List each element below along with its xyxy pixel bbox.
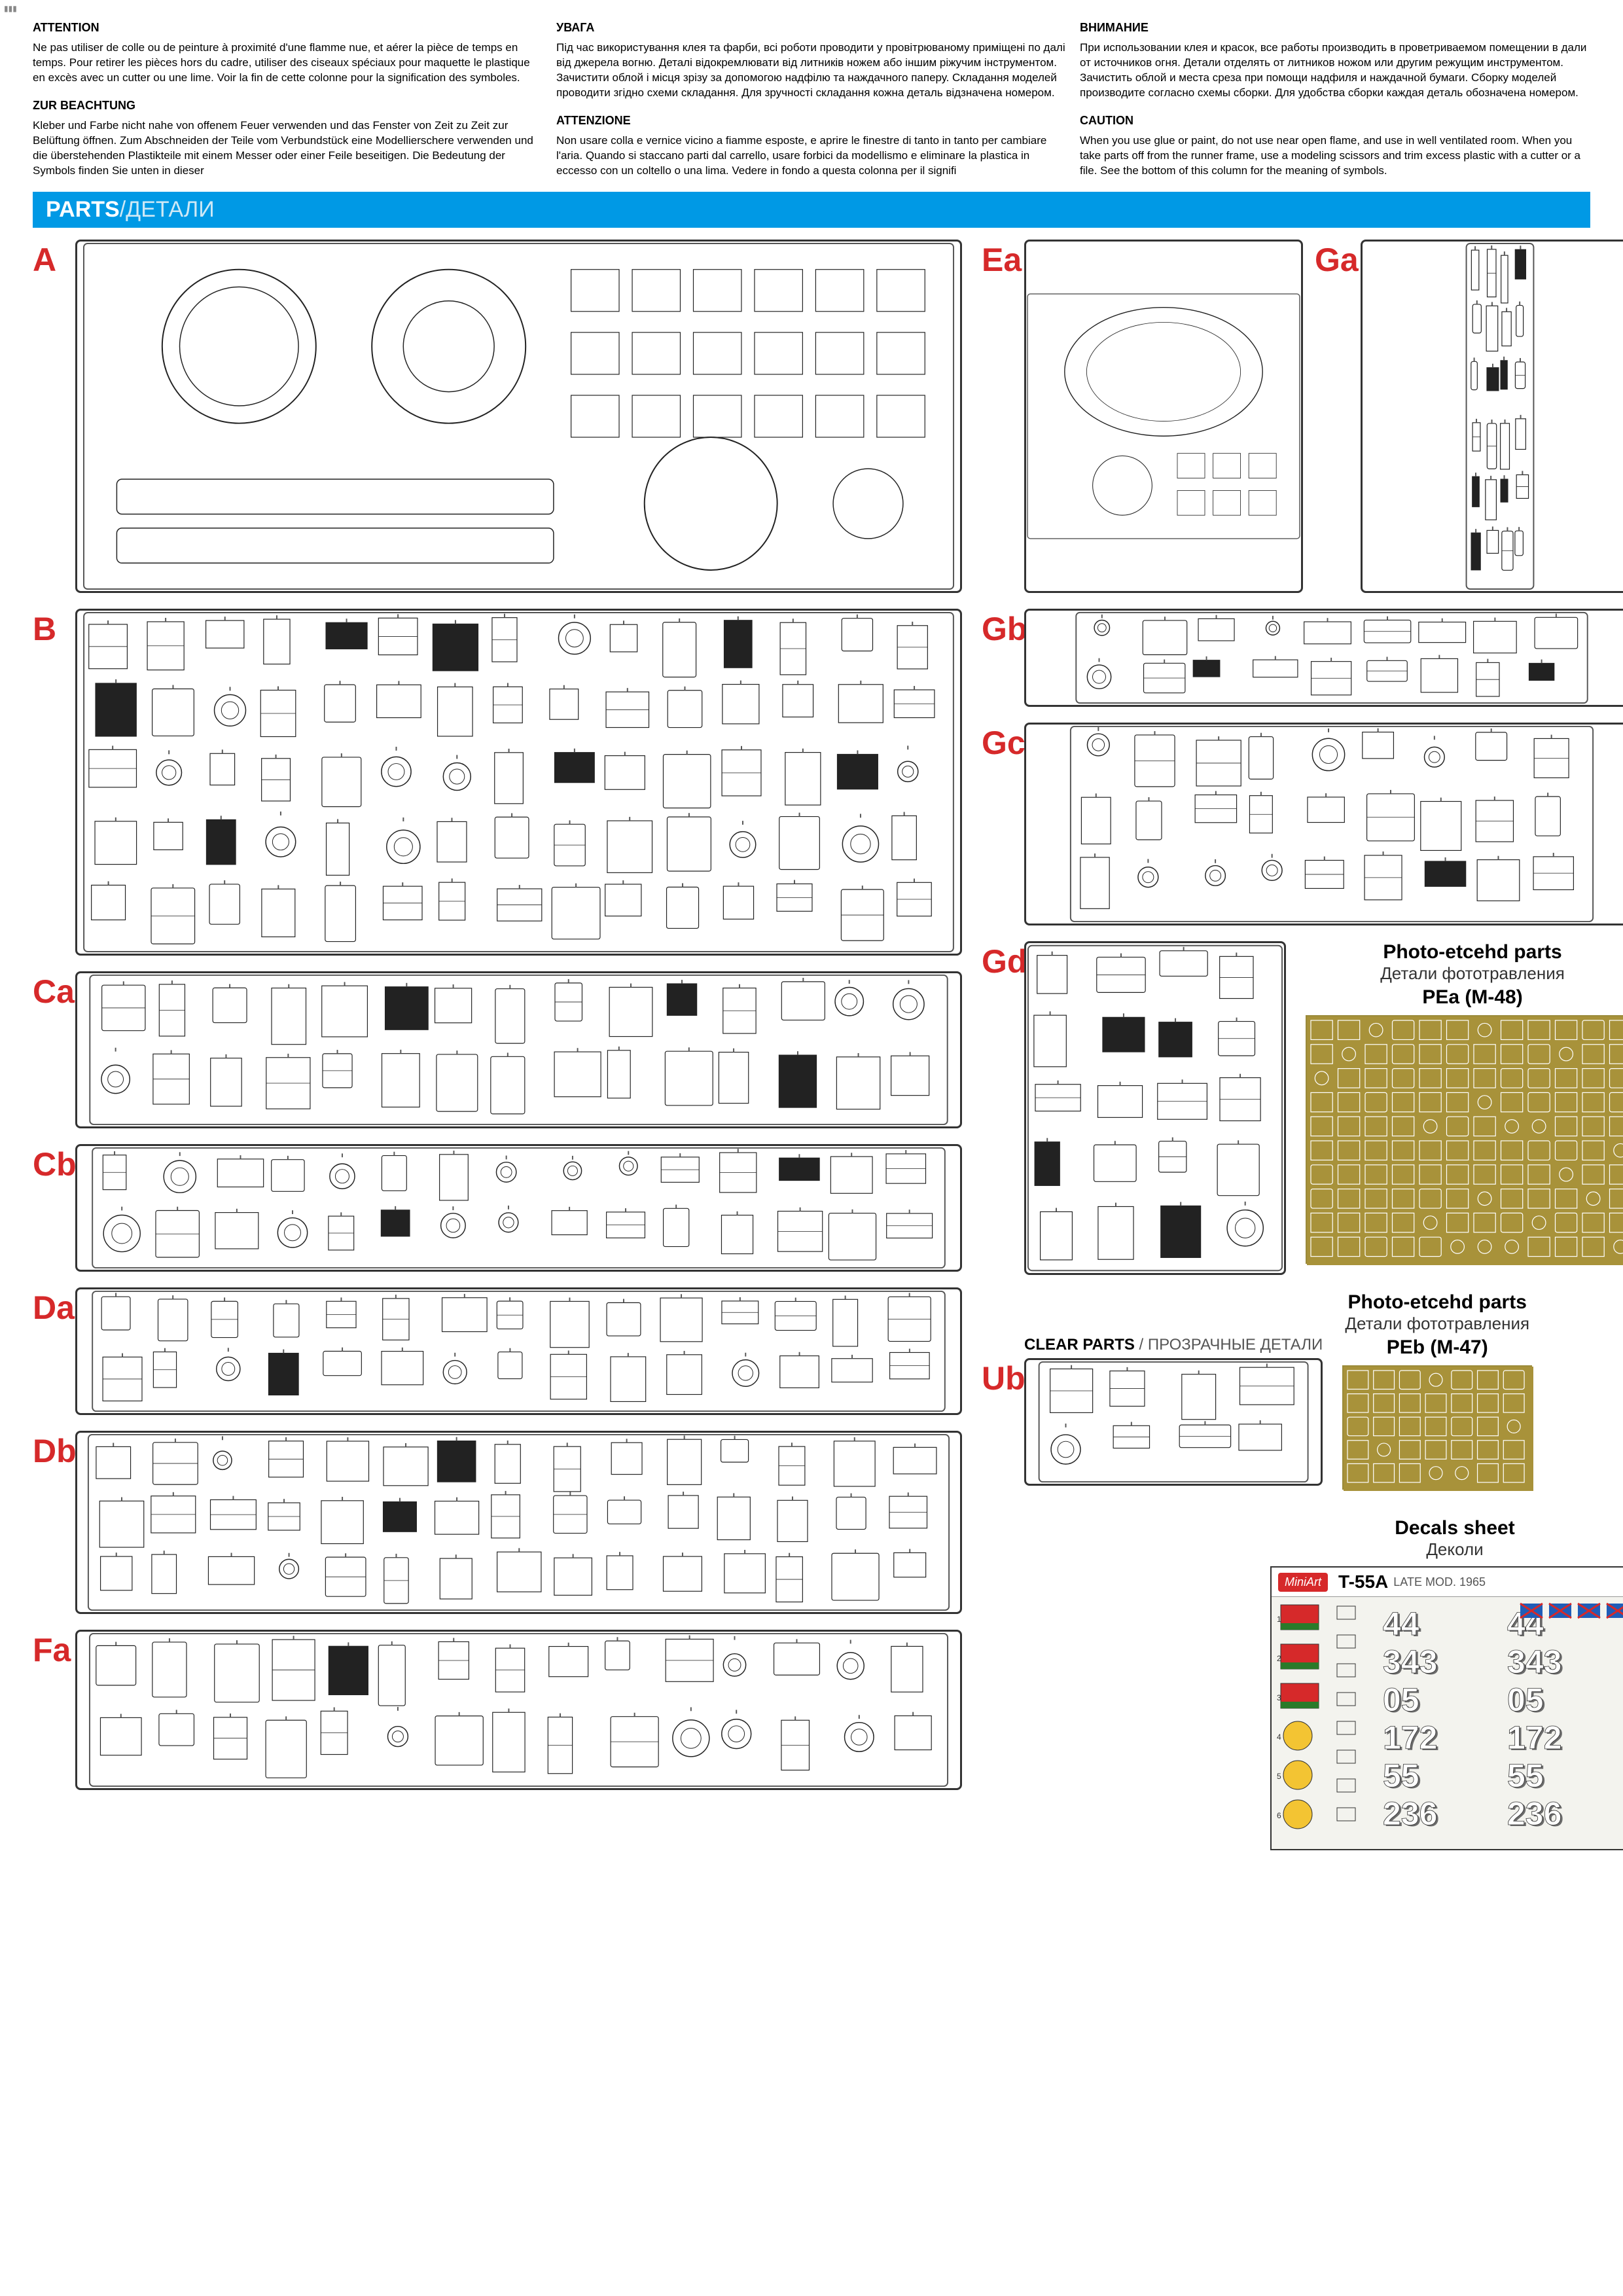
clear-peb-row: CLEAR PARTS / ПРОЗРАЧНЫЕ ДЕТАЛИUb Photo-e… — [982, 1291, 1623, 1501]
sprue-label: Ca — [33, 971, 75, 1008]
sprue-row-Gc: Gc — [982, 723, 1623, 925]
warn-p2: Non usare colla e vernice vicino a fiamm… — [556, 134, 1067, 179]
sprue-row-B: B — [33, 609, 962, 956]
sprue-row-Db: Db — [33, 1431, 962, 1614]
sprue-label: Ga — [1315, 240, 1361, 276]
clear-parts-label: CLEAR PARTS / ПРОЗРАЧНЫЕ ДЕТАЛИ — [1024, 1336, 1323, 1354]
pe-sub: Детали фототравления — [1342, 1314, 1532, 1334]
sprue-label: Gb — [982, 609, 1024, 645]
warn-p1: При использовании клея и красок, все раб… — [1080, 41, 1590, 101]
svg-text:236: 236 — [1383, 1795, 1437, 1832]
sprue-label: Db — [33, 1431, 75, 1467]
warn-h2: ZUR BEACHTUNG — [33, 98, 543, 113]
svg-text:6: 6 — [1277, 1811, 1281, 1820]
sprue-row-Gb: Gb — [982, 609, 1623, 707]
svg-text:172: 172 — [1507, 1719, 1561, 1756]
warn-p1: Ne pas utiliser de colle ou de peinture … — [33, 41, 543, 86]
sprue-row-Cb: Cb — [33, 1144, 962, 1272]
pe-title: Photo-etcehd parts — [1306, 941, 1623, 963]
decal-header: MiniArt T-55A LATE MOD. 1965 — [1272, 1568, 1623, 1597]
svg-text:1: 1 — [1277, 1615, 1281, 1624]
sprue-box — [75, 1287, 962, 1415]
pe-title: Photo-etcehd parts — [1342, 1291, 1532, 1314]
sprue-row-Ea-Ga: Ea Ga — [982, 240, 1623, 593]
sprue-label: Ea — [982, 240, 1024, 276]
sprue-row-Da: Da — [33, 1287, 962, 1415]
warn-p2: Kleber und Farbe nicht nahe von offenem … — [33, 118, 543, 179]
svg-text:4: 4 — [1277, 1732, 1281, 1742]
sprue-box — [1024, 609, 1623, 707]
decals-sub: Деколи — [1270, 1539, 1623, 1560]
svg-text:05: 05 — [1507, 1681, 1544, 1718]
sprue-label: B — [33, 609, 75, 645]
watermark: ▮▮▮ — [4, 4, 17, 13]
decals-block: Decals sheet Деколи MiniArt T-55A LATE M… — [1270, 1517, 1623, 1850]
svg-text:3: 3 — [1277, 1693, 1281, 1702]
svg-text:55: 55 — [1383, 1757, 1419, 1794]
sprue-row-Fa: Fa — [33, 1630, 962, 1790]
svg-text:55: 55 — [1507, 1757, 1544, 1794]
warn-h2: ATTENZIONE — [556, 113, 1067, 128]
sprue-box — [1024, 240, 1303, 593]
decals-title: Decals sheet — [1270, 1517, 1623, 1539]
sprue-label: Cb — [33, 1144, 75, 1181]
parts-section-bar: PARTS/ДЕТАЛИ — [33, 192, 1590, 228]
sprue-label: Gc — [982, 723, 1024, 759]
sprue-box — [75, 1144, 962, 1272]
sprue-label: A — [33, 240, 75, 276]
warn-h1: УВАГА — [556, 20, 1067, 35]
sprue-label: Ub — [982, 1358, 1024, 1395]
pe-a-block: Photo-etcehd parts Детали фототравления … — [1306, 941, 1623, 1264]
gd-pea-row: Gd Photo-etcehd parts Детали фототравлени… — [982, 941, 1623, 1276]
sprue-box — [75, 240, 962, 593]
pe-code: PEa (M-48) — [1306, 986, 1623, 1009]
pe-b-block: Photo-etcehd parts Детали фототравления … — [1342, 1291, 1532, 1490]
sprue-box — [1024, 1358, 1323, 1486]
svg-text:5: 5 — [1277, 1772, 1281, 1781]
warn-h2: CAUTION — [1080, 113, 1590, 128]
right-column: Ea Ga Gb Gc Gd Photo-etcehd parts Детали фото… — [982, 240, 1623, 1862]
warn-col-1: ATTENTION Ne pas utiliser de colle ou de… — [33, 20, 543, 179]
sprue-box — [75, 609, 962, 956]
svg-text:343: 343 — [1383, 1643, 1437, 1680]
sprue-row-A: A — [33, 240, 962, 593]
brand-badge: MiniArt — [1278, 1573, 1328, 1592]
sprue-label: Da — [33, 1287, 75, 1324]
model-variant: LATE MOD. 1965 — [1393, 1575, 1486, 1589]
svg-text:44: 44 — [1383, 1605, 1419, 1642]
sprue-row-Ca: Ca — [33, 971, 962, 1128]
section-label: PARTS — [46, 197, 120, 222]
pe-sub: Детали фототравления — [1306, 963, 1623, 984]
warnings-block: ATTENTION Ne pas utiliser de colle ou de… — [33, 20, 1590, 179]
parts-area: A B Ca Cb Da Db Fa Ea Ga Gb Gc Gd Photo-etcehd part… — [33, 240, 1590, 1862]
svg-text:236: 236 — [1507, 1795, 1561, 1832]
warn-col-3: ВНИМАНИЕ При использовании клея и красок… — [1080, 20, 1590, 179]
model-name: T-55A — [1338, 1571, 1388, 1592]
warn-col-2: УВАГА Під час використування клея та фар… — [556, 20, 1067, 179]
sprue-box — [75, 1431, 962, 1614]
decals-sheet: MiniArt T-55A LATE MOD. 1965 12345644444… — [1270, 1566, 1623, 1850]
svg-text:343: 343 — [1507, 1643, 1561, 1680]
warn-p2: When you use glue or paint, do not use n… — [1080, 134, 1590, 179]
pe-fret — [1342, 1365, 1532, 1490]
sprue-box — [1024, 941, 1286, 1275]
pe-fret — [1306, 1015, 1623, 1264]
svg-text:172: 172 — [1383, 1719, 1437, 1756]
sprue-box — [1024, 723, 1623, 925]
sprue-box — [75, 1630, 962, 1790]
warn-h1: ВНИМАНИЕ — [1080, 20, 1590, 35]
pe-code: PEb (M-47) — [1342, 1336, 1532, 1359]
sprue-row-Ub: Ub — [982, 1358, 1323, 1486]
sprue-label: Fa — [33, 1630, 75, 1666]
section-sub: /ДЕТАЛИ — [120, 197, 215, 222]
svg-text:2: 2 — [1277, 1654, 1281, 1663]
warn-p1: Під час використування клея та фарби, вс… — [556, 41, 1067, 101]
warn-h1: ATTENTION — [33, 20, 543, 35]
sprue-box — [75, 971, 962, 1128]
svg-text:05: 05 — [1383, 1681, 1419, 1718]
sprue-label: Gd — [982, 941, 1024, 1276]
left-column: A B Ca Cb Da Db Fa — [33, 240, 962, 1862]
sprue-box — [1361, 240, 1623, 593]
